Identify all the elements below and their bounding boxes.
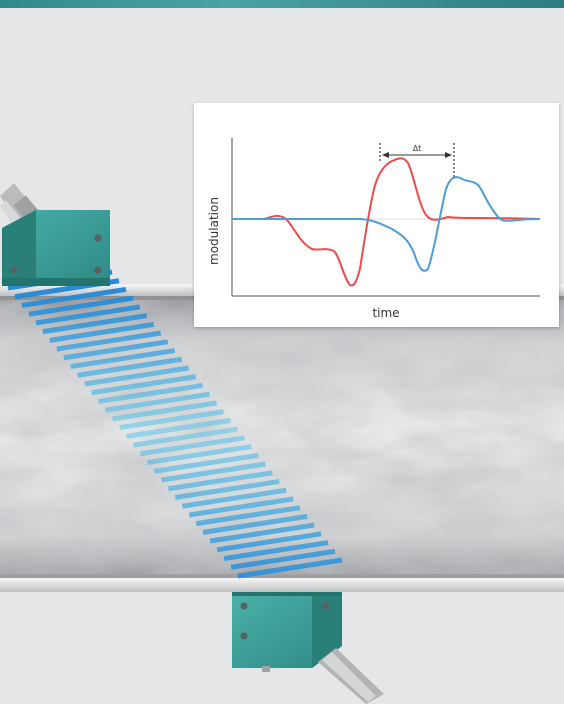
beam-stripe — [98, 382, 203, 404]
beam-stripe — [63, 339, 169, 361]
downstream-signal-line — [232, 157, 541, 287]
upstream-signal-line — [232, 176, 541, 272]
beam-stripe — [188, 496, 294, 518]
beam-stripe — [160, 461, 266, 483]
beam-stripe — [84, 365, 190, 387]
delta-t-label: Δt — [413, 144, 422, 153]
beam-stripe — [77, 356, 183, 378]
arrow-right-icon — [445, 152, 452, 158]
y-axis-label: modulation — [207, 197, 221, 265]
beam-stripe — [195, 505, 301, 527]
beam-stripe — [91, 374, 197, 396]
beam-stripe — [140, 435, 245, 457]
beam-stripe — [167, 470, 273, 492]
beam-stripe — [35, 304, 141, 326]
beam-stripe — [174, 478, 280, 500]
screw-icon — [240, 632, 248, 640]
arrow-left-icon — [382, 152, 389, 158]
beam-stripe — [181, 487, 287, 509]
beam-stripe — [112, 400, 217, 422]
screw-icon — [94, 266, 102, 274]
beam-stripe — [56, 330, 162, 352]
screw-icon — [10, 266, 18, 274]
beam-stripe — [105, 391, 210, 413]
beam-stripe — [230, 548, 336, 570]
beam-stripe — [147, 444, 252, 466]
beam-stripe — [223, 540, 329, 562]
beam-stripe — [202, 513, 308, 535]
beam-stripe — [28, 295, 134, 317]
beam-stripe — [119, 409, 224, 431]
pipe — [0, 284, 564, 592]
beam-stripe — [209, 522, 315, 544]
screw-icon — [94, 234, 102, 242]
beam-stripe — [70, 348, 176, 370]
ultrasonic-beam — [7, 269, 343, 579]
beam-stripe — [49, 321, 155, 343]
turbulent-flow-texture — [0, 300, 564, 574]
screw-icon — [322, 602, 330, 610]
beam-stripe — [42, 313, 148, 335]
downstream-cable-gland — [318, 648, 384, 704]
beam-stripe — [237, 557, 343, 579]
beam-stripe — [216, 531, 322, 553]
beam-stripe — [126, 417, 231, 439]
screw-icon — [240, 602, 248, 610]
beam-stripe — [133, 426, 238, 448]
top-banner-strip — [0, 0, 564, 8]
beam-stripe — [21, 286, 127, 308]
upstream-transducer — [0, 183, 110, 286]
signal-chart: Δt modulation time — [207, 138, 541, 320]
beam-stripe — [153, 452, 259, 474]
downstream-transducer — [232, 592, 384, 704]
x-axis-label: time — [372, 306, 399, 320]
signal-chart-inset: Δt modulation time — [194, 103, 559, 327]
pipe-lower-wall — [0, 578, 564, 592]
